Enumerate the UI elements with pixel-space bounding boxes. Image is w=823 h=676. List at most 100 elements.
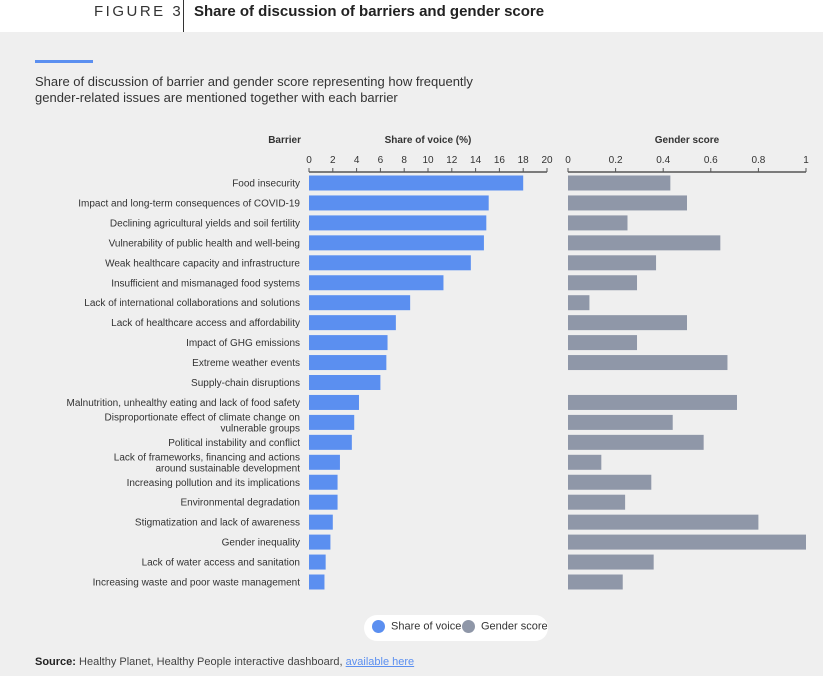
legend-item-share: Share of voice — [372, 620, 461, 633]
category-label: Extreme weather events — [192, 358, 300, 369]
accent-line — [35, 60, 93, 63]
category-label: Stigmatization and lack of awareness — [135, 518, 300, 529]
share-tick-label: 0 — [306, 155, 312, 166]
gender-bar — [568, 474, 652, 490]
gender-tick-label: 0.8 — [751, 155, 765, 166]
share-bar — [309, 215, 487, 231]
gender-bar — [568, 295, 590, 311]
category-header: Barrier — [268, 135, 301, 146]
category-label: Increasing pollution and its implication… — [127, 478, 300, 489]
chart-legend: Share of voice Gender score — [364, 615, 548, 641]
share-bar — [309, 494, 338, 510]
category-label: Impact of GHG emissions — [186, 338, 300, 349]
share-bar — [309, 235, 484, 251]
share-tick-label: 8 — [401, 155, 407, 166]
gender-tick-label: 0.2 — [609, 155, 623, 166]
gender-bar — [568, 394, 737, 410]
gender-bar — [568, 195, 687, 211]
share-tick-label: 10 — [422, 155, 434, 166]
figure-label: FIGURE 3 — [94, 3, 184, 20]
gender-bar — [568, 275, 638, 291]
share-bar — [309, 414, 355, 430]
share-tick-label: 12 — [446, 155, 458, 166]
share-tick-label: 18 — [518, 155, 530, 166]
category-label: Lack of water access and sanitation — [142, 558, 300, 569]
legend-item-gender: Gender score — [462, 620, 548, 633]
share-bar — [309, 375, 381, 390]
gender-tick-label: 0 — [565, 155, 571, 166]
category-label: Insufficient and mismanaged food systems — [111, 278, 300, 289]
figure-header: FIGURE 3 Share of discussion of barriers… — [0, 0, 823, 32]
gender-bar — [568, 454, 602, 470]
gender-bar — [568, 494, 626, 510]
share-bar — [309, 315, 396, 331]
category-label: Environmental degradation — [180, 498, 300, 509]
category-label: Vulnerability of public health and well-… — [109, 238, 300, 249]
share-bar — [309, 295, 411, 311]
share-axis-title: Share of voice (%) — [385, 135, 472, 146]
gender-tick-label: 0.4 — [656, 155, 670, 166]
category-label: Malnutrition, unhealthy eating and lack … — [67, 398, 300, 409]
gender-bar — [568, 315, 687, 331]
chart-subtitle: Share of discussion of barrier and gende… — [35, 74, 473, 105]
category-label: Lack of frameworks, financing and action… — [114, 452, 300, 474]
share-bar — [309, 275, 444, 291]
category-label: Lack of international collaborations and… — [84, 298, 300, 309]
share-tick-label: 20 — [541, 155, 553, 166]
share-tick-label: 16 — [494, 155, 506, 166]
gender-bar — [568, 554, 654, 570]
gender-bar — [568, 175, 671, 191]
share-tick-label: 14 — [470, 155, 482, 166]
category-label: Food insecurity — [232, 179, 300, 190]
share-bar — [309, 175, 524, 191]
share-bar — [309, 434, 352, 450]
category-label: Impact and long-term consequences of COV… — [78, 198, 300, 209]
gender-bar — [568, 574, 623, 590]
legend-label-gender: Gender score — [481, 620, 548, 633]
source-text: Healthy Planet, Healthy People interacti… — [79, 656, 343, 668]
source-link[interactable]: available here — [345, 656, 415, 668]
share-bar — [309, 554, 326, 570]
gender-tick-label: 1 — [803, 155, 809, 166]
share-bar — [309, 355, 387, 371]
gender-bar — [568, 514, 759, 530]
gender-bar — [568, 215, 628, 231]
share-bar — [309, 574, 325, 590]
gender-bar — [568, 534, 806, 550]
category-label: Disproportionate effect of climate chang… — [105, 412, 301, 434]
gender-axis-title: Gender score — [655, 135, 720, 146]
category-label: Weak healthcare capacity and infrastruct… — [105, 258, 300, 269]
legend-dot-gender — [462, 620, 475, 633]
share-bar — [309, 195, 489, 211]
gender-bar — [568, 434, 704, 450]
share-bar — [309, 255, 471, 271]
legend-dot-share — [372, 620, 385, 633]
gender-bar — [568, 335, 638, 351]
share-tick-label: 4 — [354, 155, 360, 166]
gender-bar — [568, 255, 657, 271]
category-label: Increasing waste and poor waste manageme… — [93, 578, 301, 589]
gender-tick-label: 0.6 — [704, 155, 718, 166]
category-label: Declining agricultural yields and soil f… — [110, 218, 300, 229]
share-bar — [309, 454, 340, 470]
share-tick-label: 6 — [378, 155, 384, 166]
gender-bar — [568, 355, 728, 371]
figure-title: Share of discussion of barriers and gend… — [194, 3, 545, 20]
share-bar — [309, 335, 388, 351]
category-label: Gender inequality — [222, 538, 300, 549]
share-bar — [309, 394, 359, 410]
category-label: Supply-chain disruptions — [191, 378, 300, 389]
share-tick-label: 2 — [330, 155, 336, 166]
category-label: Political instability and conflict — [168, 438, 300, 449]
share-bar — [309, 534, 331, 550]
category-label: Lack of healthcare access and affordabil… — [111, 318, 300, 329]
source-note: Source: Healthy Planet, Healthy People i… — [35, 656, 414, 668]
chart-panel — [0, 32, 823, 676]
source-prefix: Source: — [35, 656, 76, 668]
legend-label-share: Share of voice — [391, 620, 462, 633]
share-bar — [309, 474, 338, 490]
gender-bar — [568, 414, 673, 430]
share-bar — [309, 514, 333, 530]
gender-bar — [568, 235, 721, 251]
